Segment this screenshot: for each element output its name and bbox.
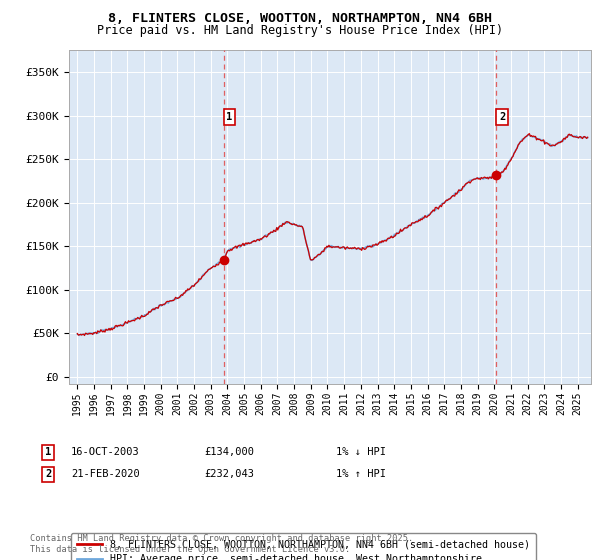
Text: 8, FLINTERS CLOSE, WOOTTON, NORTHAMPTON, NN4 6BH: 8, FLINTERS CLOSE, WOOTTON, NORTHAMPTON,…: [108, 12, 492, 25]
Text: £232,043: £232,043: [204, 469, 254, 479]
Text: 1: 1: [226, 112, 233, 122]
Text: 2: 2: [499, 112, 505, 122]
Text: Contains HM Land Registry data © Crown copyright and database right 2025.
This d: Contains HM Land Registry data © Crown c…: [30, 534, 413, 554]
Legend: 8, FLINTERS CLOSE, WOOTTON, NORTHAMPTON, NN4 6BH (semi-detached house), HPI: Ave: 8, FLINTERS CLOSE, WOOTTON, NORTHAMPTON,…: [71, 533, 536, 560]
Text: 21-FEB-2020: 21-FEB-2020: [71, 469, 140, 479]
Text: £134,000: £134,000: [204, 447, 254, 458]
Text: 1% ↓ HPI: 1% ↓ HPI: [336, 447, 386, 458]
Text: 2: 2: [45, 469, 51, 479]
Text: 1% ↑ HPI: 1% ↑ HPI: [336, 469, 386, 479]
Text: Price paid vs. HM Land Registry's House Price Index (HPI): Price paid vs. HM Land Registry's House …: [97, 24, 503, 36]
Text: 16-OCT-2003: 16-OCT-2003: [71, 447, 140, 458]
Text: 1: 1: [45, 447, 51, 458]
